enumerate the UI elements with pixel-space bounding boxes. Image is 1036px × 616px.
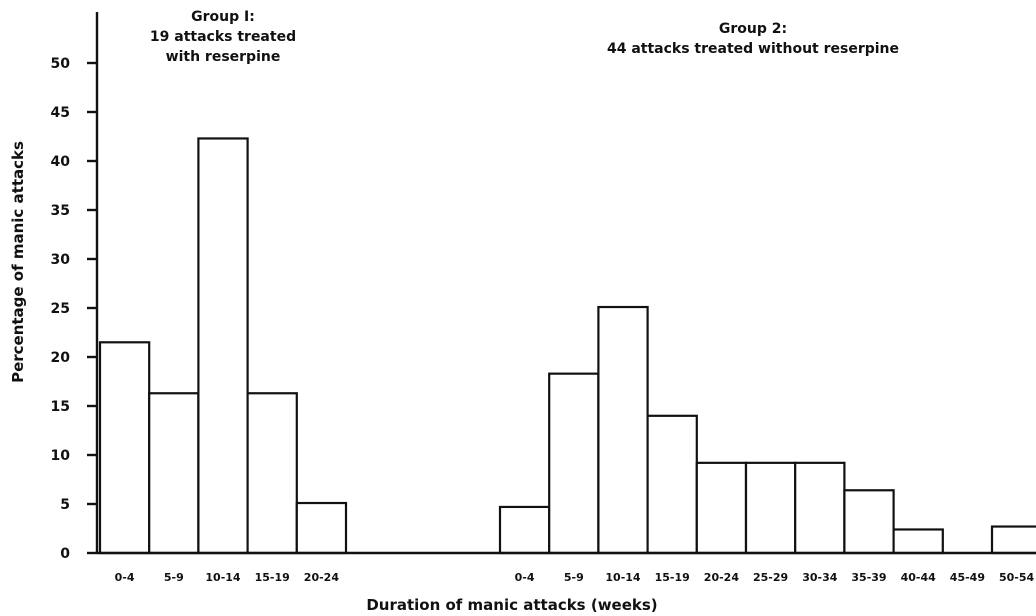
x-tick-label: 50-54 bbox=[999, 571, 1035, 584]
x-tick-label: 25-29 bbox=[753, 571, 788, 584]
group-title-line: 19 attacks treated bbox=[150, 29, 296, 45]
y-tick-label: 45 bbox=[51, 105, 70, 121]
bar bbox=[646, 414, 698, 555]
bar bbox=[98, 341, 151, 555]
y-tick-label: 25 bbox=[51, 301, 70, 317]
bar bbox=[548, 372, 600, 555]
x-tick-label: 30-34 bbox=[802, 571, 838, 584]
x-tick-label: 15-19 bbox=[655, 571, 690, 584]
x-tick-label: 35-39 bbox=[851, 571, 886, 584]
x-tick-label: 45-49 bbox=[950, 571, 985, 584]
y-tick-label: 10 bbox=[51, 448, 71, 464]
bar bbox=[695, 461, 748, 555]
bar bbox=[597, 305, 649, 555]
y-tick-label: 15 bbox=[51, 399, 70, 415]
bar bbox=[197, 137, 249, 555]
x-axis-label: Duration of manic attacks (weeks) bbox=[366, 596, 657, 614]
bar bbox=[794, 461, 846, 555]
x-tick-label: 0-4 bbox=[515, 571, 535, 584]
y-tick-label: 0 bbox=[60, 546, 70, 562]
group-titles: Group I: 19 attacks treated with reserpine… bbox=[150, 9, 899, 65]
x-tick-label: 40-44 bbox=[901, 571, 937, 584]
bars bbox=[98, 137, 1036, 555]
y-tick-label: 30 bbox=[51, 252, 71, 268]
x-tick-label: 20-24 bbox=[704, 571, 740, 584]
x-tick-labels: 0-4 5-9 10-14 15-19 20-24 0-4 5-9 10-14 15-19 20-… bbox=[115, 571, 1035, 584]
x-tick-label: 20-24 bbox=[304, 571, 340, 584]
x-tick-label: 10-14 bbox=[205, 571, 241, 584]
x-tick-label: 5-9 bbox=[564, 571, 584, 584]
y-tick-label: 5 bbox=[60, 497, 70, 513]
group-title-line: Group I: bbox=[191, 9, 255, 25]
y-tick-label: 35 bbox=[51, 203, 70, 219]
x-tick-label: 15-19 bbox=[255, 571, 290, 584]
axes bbox=[95, 12, 1036, 555]
bar bbox=[148, 392, 200, 555]
x-tick-label: 10-14 bbox=[605, 571, 641, 584]
y-ticks: 0 5 10 15 20 25 30 35 40 45 50 bbox=[51, 56, 97, 562]
bar bbox=[892, 528, 944, 555]
y-tick-label: 40 bbox=[51, 154, 71, 170]
y-axis-label: Percentage of manic attacks bbox=[9, 141, 27, 383]
group-title-line: Group 2: bbox=[719, 21, 787, 37]
x-tick-label: 5-9 bbox=[164, 571, 184, 584]
bar bbox=[744, 461, 797, 555]
group-title-line: with reserpine bbox=[166, 49, 281, 65]
y-tick-label: 50 bbox=[51, 56, 71, 72]
group-title-line: 44 attacks treated without reserpine bbox=[607, 41, 899, 57]
bar bbox=[498, 505, 551, 555]
y-tick-label: 20 bbox=[51, 350, 71, 366]
bar bbox=[295, 501, 348, 555]
bar bbox=[990, 525, 1036, 555]
bar bbox=[843, 489, 895, 555]
bar bbox=[246, 392, 298, 555]
x-tick-label: 0-4 bbox=[115, 571, 135, 584]
